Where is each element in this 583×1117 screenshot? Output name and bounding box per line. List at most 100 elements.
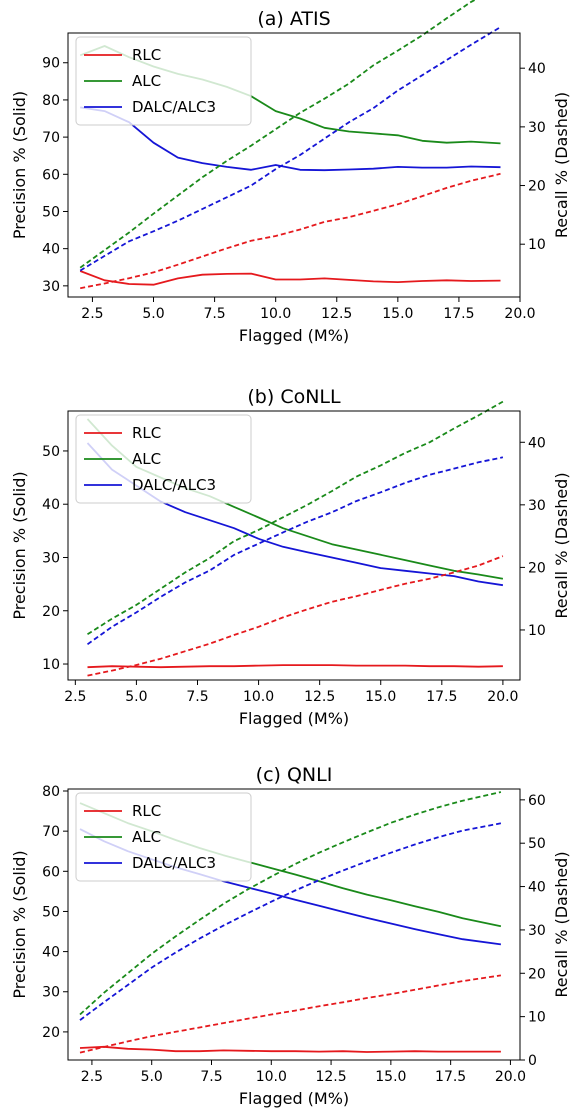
- x-tick-label: 7.5: [186, 689, 208, 705]
- x-axis-label: Flagged (M%): [239, 1089, 349, 1108]
- y2-tick-label: 60: [528, 793, 546, 809]
- y2-tick-label: 10: [528, 1010, 546, 1026]
- series-line-alc-recall: [87, 400, 504, 636]
- y-axis-label: Precision % (Solid): [10, 471, 29, 619]
- chart-title: (a) ATIS: [257, 8, 330, 30]
- legend-entry: ALC: [132, 828, 161, 846]
- y-tick-label: 30: [42, 985, 60, 1001]
- series-line-dalc-alc3-recall: [79, 26, 501, 272]
- chart-title: (c) QNLI: [256, 764, 333, 786]
- series-line-rlc-precision: [79, 1045, 501, 1053]
- y-tick-label: 20: [42, 1025, 60, 1041]
- series-line-rlc-recall: [87, 555, 504, 677]
- legend-entry: ALC: [132, 450, 161, 468]
- y-tick-label: 70: [42, 130, 60, 146]
- x-tick-label: 17.5: [435, 1069, 466, 1085]
- legend-entry: RLC: [132, 46, 161, 64]
- y-tick-label: 40: [42, 945, 60, 961]
- legend-entry: DALC/ALC3: [132, 854, 216, 872]
- y-tick-label: 80: [42, 93, 60, 109]
- y2-axis-label: Recall % (Dashed): [552, 472, 571, 618]
- y2-tick-label: 30: [528, 923, 546, 939]
- series-line-rlc-recall: [80, 172, 501, 290]
- x-tick-label: 5.0: [125, 689, 147, 705]
- chart-panel-2: (b) CoNLL 2.5 5.0 7.5 10.0 12.5 15.0 17.5 20.0 10…: [10, 386, 571, 728]
- y-tick-label: 90: [42, 56, 60, 72]
- x-axis-label: Flagged (M%): [239, 709, 349, 728]
- x-tick-label: 20.0: [504, 306, 535, 322]
- y2-tick-label: 10: [528, 237, 546, 253]
- x-tick-label: 10.0: [256, 1069, 287, 1085]
- y2-tick-label: 30: [528, 120, 546, 136]
- legend-entry: DALC/ALC3: [132, 476, 216, 494]
- y2-tick-label: 40: [528, 61, 546, 77]
- x-tick-label: 15.0: [382, 306, 413, 322]
- x-tick-label: 2.5: [64, 689, 86, 705]
- x-tick-label: 7.5: [200, 1069, 222, 1085]
- plot-frame: [67, 32, 521, 298]
- x-tick-label: 5.0: [142, 306, 164, 322]
- x-tick-label: 2.5: [81, 306, 103, 322]
- legend-entry: RLC: [132, 424, 161, 442]
- x-tick-label: 12.5: [321, 306, 352, 322]
- x-tick-label: 10.0: [260, 306, 291, 322]
- y-tick-label: 80: [42, 784, 60, 800]
- x-tick-label: 12.5: [315, 1069, 346, 1085]
- y-tick-label: 40: [42, 242, 60, 258]
- legend-entry: RLC: [132, 802, 161, 820]
- legend-box: [75, 36, 252, 126]
- y-tick-label: 60: [42, 864, 60, 880]
- y2-axis-label: Recall % (Dashed): [552, 92, 571, 238]
- x-tick-label: 17.5: [426, 689, 457, 705]
- y-axis-label: Precision % (Solid): [10, 91, 29, 239]
- y-tick-label: 50: [42, 444, 60, 460]
- chart-panel-3: (c) QNLI 2.5 5.0 7.5 10.0 12.5 15.0 17.5 20.0 20 3…: [10, 764, 571, 1108]
- y2-tick-label: 20: [528, 560, 546, 576]
- series-line-rlc-precision: [79, 270, 501, 286]
- series-line-dalc-alc3-precision: [80, 106, 501, 172]
- chart-panel-1: (a) ATIS 2.5 5.0 7.5 10.0 12.5 15.0 17.5 20.0 30 4…: [10, 0, 571, 345]
- plot-frame: [67, 788, 521, 1061]
- y-tick-label: 50: [42, 204, 60, 220]
- y2-tick-label: 20: [528, 179, 546, 195]
- y-tick-label: 30: [42, 550, 60, 566]
- y2-tick-label: 50: [528, 836, 546, 852]
- series-line-dalc-alc3-recall: [86, 456, 504, 646]
- y-tick-label: 30: [42, 279, 60, 295]
- y2-tick-label: 40: [528, 880, 546, 896]
- chart-title: (b) CoNLL: [247, 386, 341, 408]
- legend-entry: DALC/ALC3: [132, 98, 216, 116]
- y2-tick-label: 30: [528, 498, 546, 514]
- y2-axis-label: Recall % (Dashed): [552, 851, 571, 997]
- plot-frame: [67, 410, 521, 681]
- y-tick-label: 60: [42, 167, 60, 183]
- x-tick-label: 15.0: [365, 689, 396, 705]
- y-tick-label: 40: [42, 497, 60, 513]
- x-tick-label: 15.0: [375, 1069, 406, 1085]
- x-tick-label: 17.5: [443, 306, 474, 322]
- y2-tick-label: 40: [528, 435, 546, 451]
- series-line-dalc-alc3-recall: [79, 822, 502, 1021]
- legend-entry: ALC: [132, 72, 161, 90]
- x-tick-label: 5.0: [141, 1069, 163, 1085]
- series-line-alc-recall: [79, 0, 477, 269]
- x-tick-label: 10.0: [243, 689, 274, 705]
- legend-box: [75, 414, 252, 504]
- x-tick-label: 7.5: [203, 306, 225, 322]
- series-line-alc-recall: [79, 791, 502, 1016]
- y2-tick-label: 20: [528, 966, 546, 982]
- x-tick-label: 2.5: [81, 1069, 103, 1085]
- series-line-rlc-precision: [87, 664, 503, 669]
- y-tick-label: 10: [42, 657, 60, 673]
- x-tick-label: 20.0: [495, 1069, 526, 1085]
- legend-box: [75, 792, 252, 882]
- y-tick-label: 50: [42, 904, 60, 920]
- y2-tick-label: 10: [528, 623, 546, 639]
- y-axis-label: Precision % (Solid): [10, 850, 29, 998]
- x-axis-label: Flagged (M%): [239, 326, 349, 345]
- x-tick-label: 20.0: [487, 689, 518, 705]
- x-tick-label: 12.5: [304, 689, 335, 705]
- y-tick-label: 70: [42, 824, 60, 840]
- series-line-rlc-recall: [79, 974, 502, 1054]
